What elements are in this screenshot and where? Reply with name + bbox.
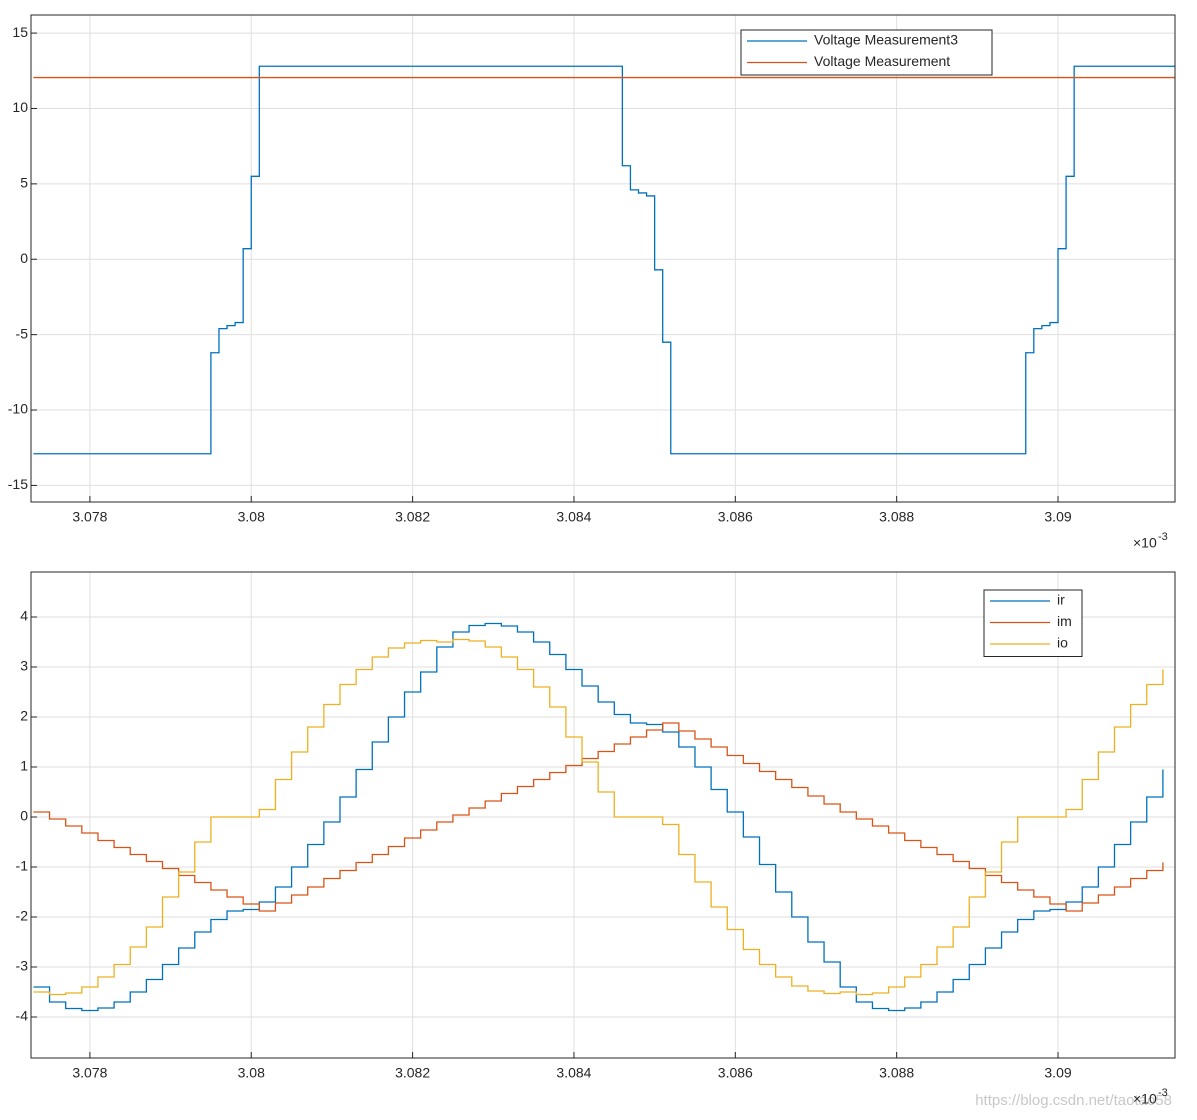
y-tick-label: 4 [20, 608, 28, 624]
axes: 3.078 3.08 3.082 3.084 3.086 3.088 3.09 -4 -3 -2 -… [16, 571, 1176, 1107]
x-exponent: -3 [1158, 1087, 1168, 1099]
legend-label: Voltage Measurement3 [814, 32, 958, 48]
axes-box [30, 14, 1176, 503]
x-tick-label: 3.078 [72, 1065, 107, 1081]
series-line [33, 622, 1164, 1012]
plot-area [31, 15, 1175, 502]
series-line [33, 722, 1164, 912]
x-tick-label: 3.084 [556, 509, 591, 525]
x-tick-label: 3.084 [556, 1065, 591, 1081]
y-tick-label: -2 [16, 908, 29, 924]
x-tick-label: 3.082 [395, 1065, 430, 1081]
y-tick-label: 5 [20, 175, 28, 191]
legend-label: io [1057, 635, 1068, 651]
series-line [33, 65, 1175, 455]
y-tick-label: 15 [12, 24, 28, 40]
x-tick-label: 3.078 [72, 509, 107, 525]
series-line [33, 638, 1164, 996]
y-tick-label: 10 [12, 99, 28, 115]
x-multiplier: ×10 [1133, 1091, 1157, 1107]
legend-label: Voltage Measurement [814, 53, 950, 69]
x-tick-label: 3.086 [718, 1065, 753, 1081]
x-tick-label: 3.088 [879, 509, 914, 525]
x-tick-label: 3.082 [395, 509, 430, 525]
x-tick-label: 3.08 [238, 1065, 265, 1081]
x-multiplier: ×10 [1133, 535, 1157, 551]
legend: Voltage Measurement3 Voltage Measurement [740, 29, 993, 76]
legend-box [740, 29, 993, 76]
y-tick-label: -1 [16, 858, 29, 874]
y-tick-label: -3 [16, 958, 29, 974]
y-tick-label: 2 [20, 708, 28, 724]
x-tick-label: 3.09 [1044, 509, 1071, 525]
x-tick-label: 3.08 [238, 509, 265, 525]
legend-label: ir [1057, 592, 1065, 608]
axes: 3.078 3.08 3.082 3.084 3.086 3.088 3.09 -15 -10 -… [8, 14, 1176, 551]
x-tick-label: 3.088 [879, 1065, 914, 1081]
y-tick-label: -5 [16, 325, 29, 341]
watermark: https://blog.csdn.net/taotao58 [975, 1092, 1172, 1109]
axes-box [30, 571, 1176, 1059]
y-tick-label: 3 [20, 658, 28, 674]
y-tick-label: 0 [20, 808, 28, 824]
x-tick-label: 3.09 [1044, 1065, 1071, 1081]
y-tick-label: -4 [16, 1008, 29, 1024]
x-exponent: -3 [1158, 531, 1168, 543]
legend-label: im [1057, 613, 1072, 629]
y-tick-label: 0 [20, 250, 28, 266]
y-tick-label: -15 [8, 476, 28, 492]
y-tick-label: -10 [8, 401, 28, 417]
x-tick-label: 3.086 [718, 509, 753, 525]
y-tick-label: 1 [20, 758, 28, 774]
legend: ir im io [983, 589, 1083, 657]
